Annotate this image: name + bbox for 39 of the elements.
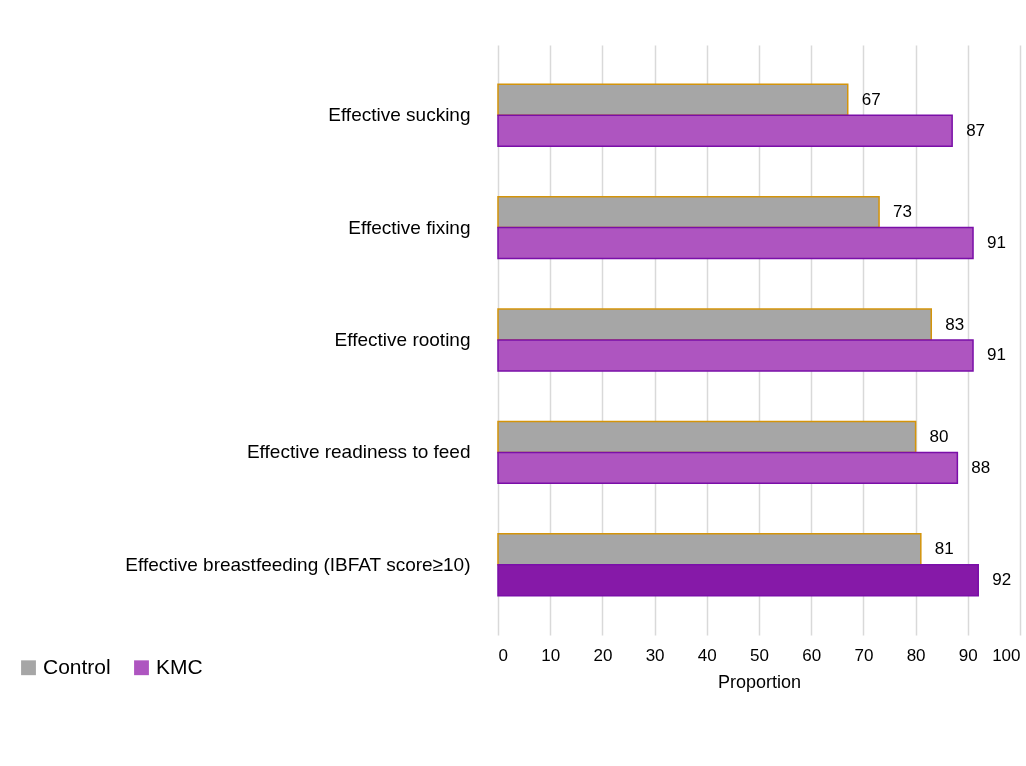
x-tick-label: 90	[958, 645, 978, 665]
bar	[497, 420, 917, 454]
y-tick-label: Effective fixing	[348, 216, 471, 238]
x-tick-label: 40	[697, 645, 717, 665]
legend-label: Control	[43, 654, 111, 678]
bar	[497, 451, 959, 485]
x-tick-label: 100	[992, 645, 1021, 665]
data-label: 81	[934, 539, 954, 559]
x-tick-label: 80	[906, 645, 926, 665]
y-tick-label: Effective breastfeeding (IBFAT score≥10)	[125, 553, 471, 575]
x-tick-label: 50	[750, 645, 769, 665]
x-tick-label: 20	[593, 645, 613, 665]
x-tick-label: 60	[802, 645, 822, 665]
bar	[497, 226, 974, 260]
y-tick-label: Effective readiness to feed	[246, 441, 471, 463]
data-label: 91	[987, 345, 1006, 365]
data-label: 73	[893, 202, 912, 222]
data-label: 91	[987, 233, 1006, 253]
bar	[497, 308, 933, 341]
legend-label: KMC	[156, 654, 203, 678]
bar	[497, 564, 979, 597]
x-axis-title: Proportion	[717, 671, 802, 692]
data-label: 80	[929, 426, 949, 446]
bar	[497, 114, 953, 147]
bar	[497, 339, 974, 372]
data-label: 92	[992, 570, 1012, 590]
y-tick-label: Effective rooting	[334, 329, 471, 350]
bar	[497, 195, 880, 229]
x-tick-label: 10	[541, 645, 561, 665]
x-tick-label: 70	[854, 645, 874, 665]
data-label: 87	[966, 120, 986, 140]
data-label: 83	[945, 314, 965, 334]
data-label: 67	[861, 89, 881, 109]
bar	[497, 83, 849, 116]
data-label: 88	[971, 457, 991, 477]
bar	[497, 533, 922, 566]
x-tick-label: 30	[645, 645, 665, 665]
x-tick-label: 0	[498, 645, 508, 665]
y-tick-label: Effective sucking	[328, 104, 471, 126]
